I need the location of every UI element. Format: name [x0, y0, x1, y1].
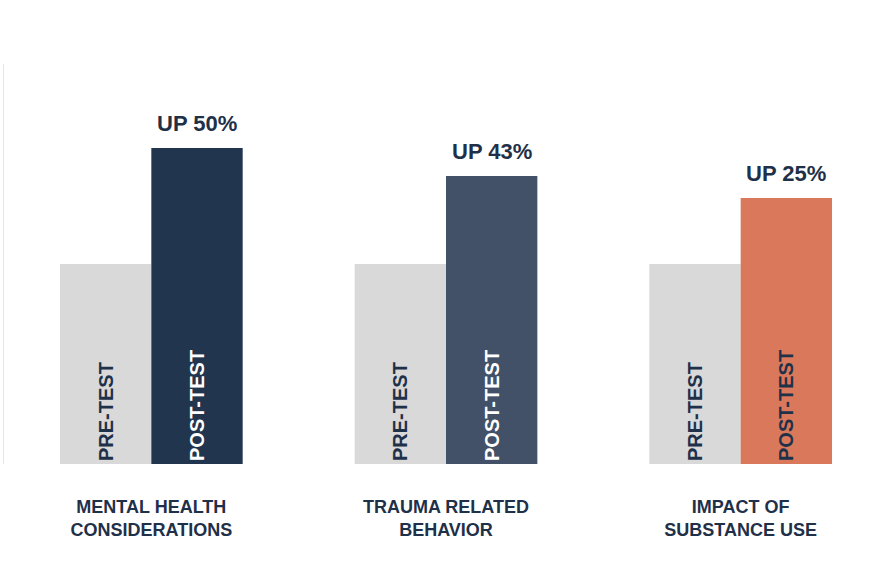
- svg-text:MENTAL HEALTHCONSIDERATIONS: MENTAL HEALTHCONSIDERATIONS: [70, 497, 232, 540]
- svg-text:POST-TEST: POST-TEST: [186, 350, 208, 461]
- svg-text:PRE-TEST: PRE-TEST: [684, 362, 706, 461]
- svg-text:PRE-TEST: PRE-TEST: [389, 362, 411, 461]
- svg-text:POST-TEST: POST-TEST: [481, 350, 503, 461]
- svg-text:IMPACT OFSUBSTANCE USE: IMPACT OFSUBSTANCE USE: [664, 497, 817, 540]
- svg-text:TRAUMA RELATEDBEHAVIOR: TRAUMA RELATEDBEHAVIOR: [363, 497, 529, 540]
- svg-text:PRE-TEST: PRE-TEST: [95, 362, 117, 461]
- svg-text:UP 25%: UP 25%: [746, 161, 826, 186]
- svg-text:UP 50%: UP 50%: [157, 111, 237, 136]
- svg-text:POST-TEST: POST-TEST: [775, 350, 797, 461]
- svg-text:UP 43%: UP 43%: [452, 139, 532, 164]
